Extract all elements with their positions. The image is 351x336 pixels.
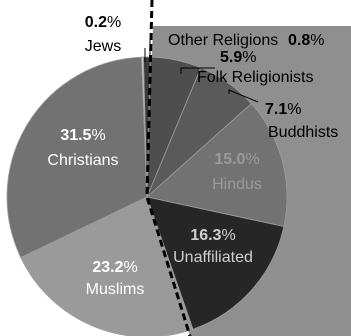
pct-sign-jews: % [107, 14, 121, 31]
pct-sign-folk-religionists: % [242, 49, 256, 66]
pct-value-muslims: 23.2 [92, 259, 123, 276]
pct-label-christians: 31.5% [60, 127, 105, 144]
pct-sign-buddhists: % [287, 101, 301, 118]
slice-unaffiliated [146, 196, 285, 330]
pct-value-christians: 31.5 [60, 127, 91, 144]
pct-label-unaffiliated: 16.3% [190, 227, 235, 244]
name-label-muslims: Muslims [86, 281, 145, 298]
pct-label-hindus: 15.0% [214, 151, 259, 168]
slice-hindus [146, 103, 288, 228]
name-label-jews: Jews [85, 38, 121, 55]
pct-label-buddhists: 7.1% [265, 101, 301, 118]
pct-sign-christians: % [91, 127, 105, 144]
name-label-other-religions: Other Religions [168, 32, 278, 49]
divider-layer [144, 0, 259, 336]
pct-label-folk-religionists: 5.9% [220, 49, 256, 66]
pct-sign-hindus: % [245, 151, 259, 168]
slice-christians [6, 56, 148, 259]
name-label-hindus: Hindus [212, 176, 262, 193]
slice-jews [141, 56, 148, 198]
name-label-buddhists: Buddhists [268, 124, 338, 141]
pct-sign-unaffiliated: % [221, 227, 235, 244]
name-label-unaffiliated: Unaffiliated [173, 249, 253, 266]
name-label-folk-religionists: Folk Religionists [197, 69, 313, 86]
pct-value-hindus: 15.0 [214, 151, 245, 168]
leader-folk-religionists [180, 67, 215, 74]
slices-layer [6, 56, 288, 336]
name-label-christians: Christians [47, 152, 118, 169]
pct-sign-other-religions: % [310, 32, 324, 49]
pct-label-jews: 0.2% [85, 14, 121, 31]
pct-label-other-religions: 0.8% [288, 32, 324, 49]
pct-value-unaffiliated: 16.3 [190, 227, 221, 244]
pct-value-buddhists: 7.1 [265, 101, 287, 118]
pct-value-other-religions: 0.8 [288, 32, 310, 49]
pct-sign-muslims: % [123, 259, 137, 276]
pct-value-jews: 0.2 [85, 14, 107, 31]
pct-value-folk-religionists: 5.9 [220, 49, 242, 66]
slice-muslims [20, 196, 194, 336]
leader-buddhists [228, 89, 259, 103]
pct-label-muslims: 23.2% [92, 259, 137, 276]
